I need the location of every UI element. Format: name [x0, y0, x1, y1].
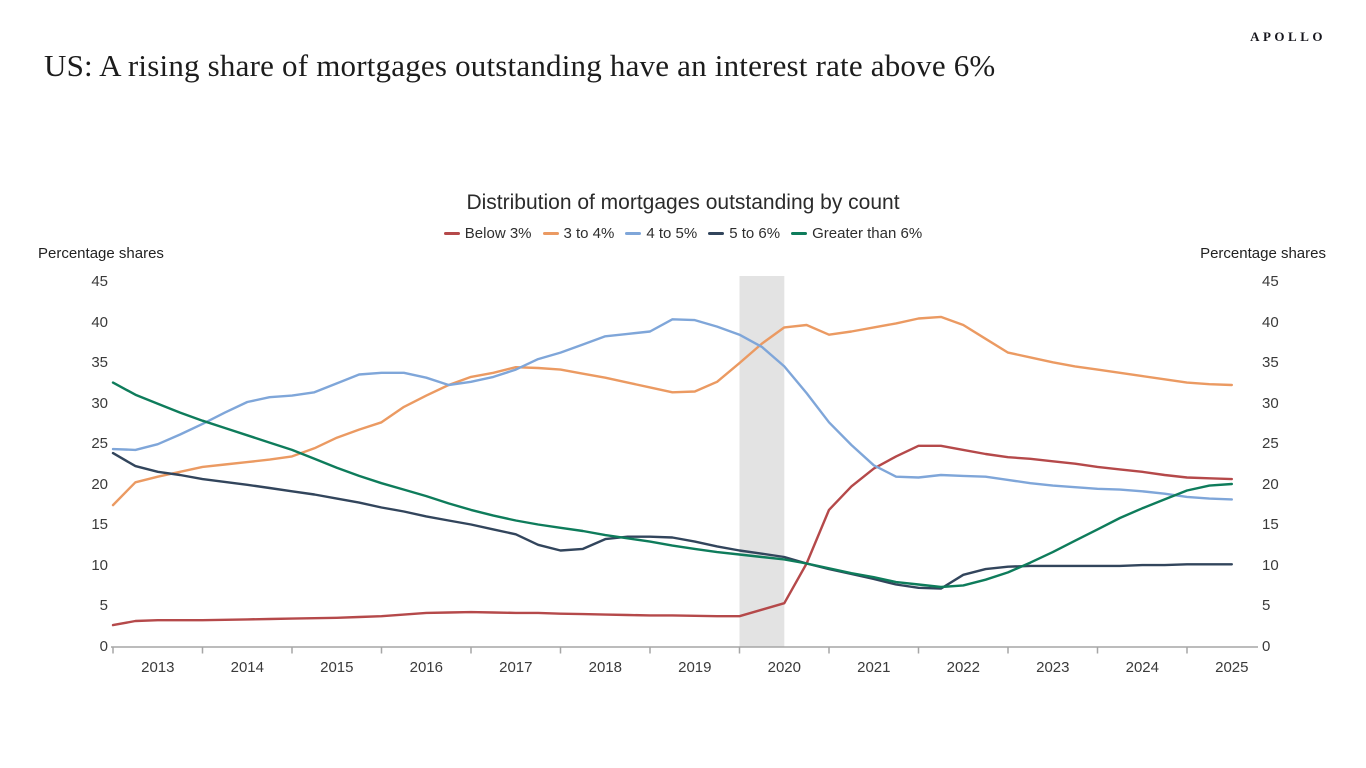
series-line-4	[111, 381, 1234, 589]
y-tick-label: 5	[1262, 597, 1271, 615]
x-axis-line	[111, 646, 1258, 654]
legend-swatch-greater-6	[791, 231, 808, 236]
x-tick-label: 2021	[857, 659, 891, 676]
legend-swatch-5-to-6	[708, 231, 725, 236]
y-tick-label: 0	[99, 638, 108, 655]
x-tick-label: 2025	[1215, 659, 1249, 676]
series-line-3	[111, 451, 1234, 590]
y-tick-label: 35	[1262, 354, 1279, 372]
legend-swatch-3-to-4	[542, 231, 559, 236]
legend-item-greater-6: Greater than 6%	[791, 225, 922, 242]
x-tick-label: 2024	[1125, 659, 1159, 676]
chart-title: Distribution of mortgages outstanding by…	[466, 191, 900, 214]
y-tick-label: 10	[91, 556, 108, 574]
legend: Below 3% 3 to 4% 4 to 5% 5 to 6% Greater…	[0, 225, 1366, 242]
y-tick-label: 30	[91, 394, 108, 412]
y-tick-label: 10	[1262, 556, 1279, 574]
x-tick-label: 2019	[678, 659, 712, 676]
legend-swatch-below-3	[443, 231, 460, 236]
x-tick-label: 2015	[320, 659, 354, 676]
x-tick-label: 2014	[230, 659, 264, 676]
x-tick-label: 2018	[588, 659, 622, 676]
x-tick-label: 2022	[946, 659, 980, 676]
legend-item-3-to-4: 3 to 4%	[542, 225, 615, 242]
page-title: US: A rising share of mortgages outstand…	[44, 48, 996, 83]
y-tick-label: 15	[1262, 516, 1279, 534]
x-tick-label: 2020	[767, 659, 801, 676]
y-tick-label: 40	[91, 313, 108, 331]
legend-label: 5 to 6%	[729, 225, 781, 242]
x-tick-label: 2013	[141, 659, 175, 676]
y-tick-label: 25	[1262, 435, 1279, 453]
y-tick-label: 30	[1262, 394, 1279, 412]
legend-item-4-to-5: 4 to 5%	[625, 225, 697, 242]
y-axis-title-right: Percentage shares	[1200, 245, 1326, 262]
legend-item-below-3: Below 3%	[443, 225, 532, 242]
y-axis-title-left: Percentage shares	[38, 245, 164, 262]
legend-label: 4 to 5%	[646, 225, 698, 242]
y-tick-label: 45	[1262, 273, 1279, 290]
y-tick-label: 40	[1262, 313, 1279, 331]
y-tick-label: 0	[1262, 638, 1271, 655]
y-tick-label: 5	[99, 597, 108, 615]
series-line-0	[111, 444, 1234, 627]
apollo-logo: APOLLO	[1250, 29, 1326, 44]
series-line-1	[111, 315, 1234, 507]
legend-swatch-4-to-5	[625, 231, 642, 236]
y-tick-label: 20	[91, 475, 108, 493]
series-line-2	[111, 318, 1234, 501]
y-tick-label: 15	[91, 516, 108, 534]
legend-label: Below 3%	[464, 225, 532, 242]
x-tick-label: 2016	[409, 659, 443, 676]
x-tick-label: 2023	[1036, 659, 1070, 676]
y-tick-label: 45	[91, 273, 108, 290]
y-tick-label: 35	[91, 354, 108, 372]
legend-label: Greater than 6%	[812, 225, 923, 242]
legend-item-5-to-6: 5 to 6%	[708, 225, 780, 242]
y-tick-label: 20	[1262, 475, 1279, 493]
legend-label: 3 to 4%	[563, 225, 615, 242]
y-tick-label: 25	[91, 435, 108, 453]
x-tick-label: 2017	[499, 659, 533, 676]
